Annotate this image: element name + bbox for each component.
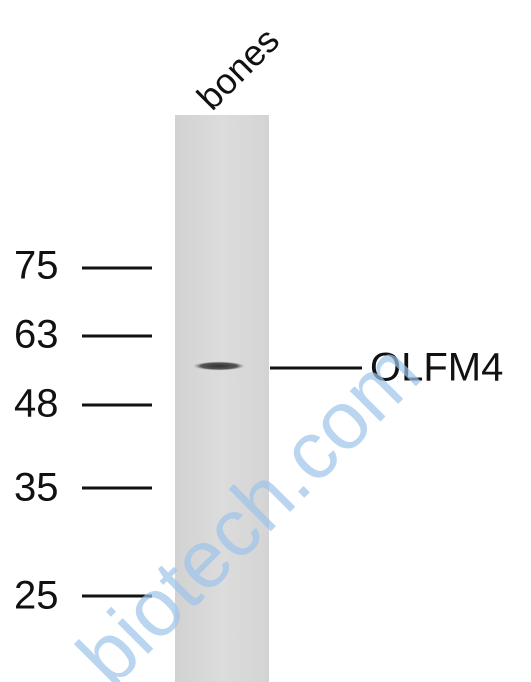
marker-label: 48	[14, 382, 59, 426]
marker-label: 25	[14, 574, 59, 618]
western-blot: bones 75 63 48 35 25 OLFM4 biotech.com	[0, 0, 531, 682]
lane-label: bones	[189, 19, 287, 117]
marker-label: 35	[14, 466, 59, 510]
marker-label: 75	[14, 244, 59, 288]
band	[193, 362, 245, 371]
markers: 75 63 48 35 25	[14, 244, 152, 618]
marker-label: 63	[14, 313, 59, 357]
